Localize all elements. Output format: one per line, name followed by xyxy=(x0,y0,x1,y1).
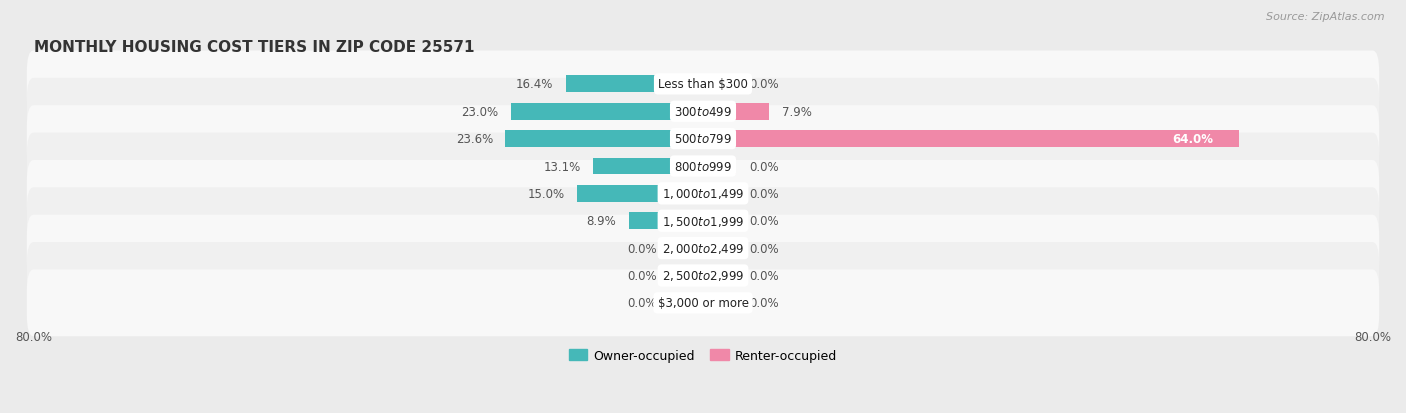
Text: 23.6%: 23.6% xyxy=(456,133,494,146)
FancyBboxPatch shape xyxy=(27,270,1379,337)
Bar xyxy=(703,131,1239,148)
Bar xyxy=(669,294,703,311)
Bar xyxy=(578,185,703,202)
Bar xyxy=(593,158,703,175)
Bar xyxy=(703,240,737,257)
Text: 7.9%: 7.9% xyxy=(782,105,811,119)
Text: MONTHLY HOUSING COST TIERS IN ZIP CODE 25571: MONTHLY HOUSING COST TIERS IN ZIP CODE 2… xyxy=(34,40,474,55)
Text: 23.0%: 23.0% xyxy=(461,105,498,119)
Bar xyxy=(628,213,703,230)
Bar xyxy=(703,158,737,175)
Bar xyxy=(703,267,737,284)
Text: 0.0%: 0.0% xyxy=(749,215,779,228)
FancyBboxPatch shape xyxy=(27,51,1379,118)
Text: 13.1%: 13.1% xyxy=(544,160,581,173)
Bar xyxy=(703,294,737,311)
Bar xyxy=(703,76,737,93)
Text: Less than $300: Less than $300 xyxy=(658,78,748,91)
Text: $300 to $499: $300 to $499 xyxy=(673,105,733,119)
Text: 0.0%: 0.0% xyxy=(749,242,779,255)
Text: 0.0%: 0.0% xyxy=(627,242,657,255)
FancyBboxPatch shape xyxy=(27,188,1379,254)
FancyBboxPatch shape xyxy=(27,133,1379,200)
Text: $800 to $999: $800 to $999 xyxy=(673,160,733,173)
Text: $500 to $799: $500 to $799 xyxy=(673,133,733,146)
Text: $2,000 to $2,499: $2,000 to $2,499 xyxy=(662,242,744,256)
Legend: Owner-occupied, Renter-occupied: Owner-occupied, Renter-occupied xyxy=(568,349,838,362)
Bar xyxy=(703,104,769,121)
FancyBboxPatch shape xyxy=(27,79,1379,145)
Bar xyxy=(565,76,703,93)
Bar xyxy=(510,104,703,121)
FancyBboxPatch shape xyxy=(27,161,1379,227)
FancyBboxPatch shape xyxy=(27,215,1379,282)
Text: 0.0%: 0.0% xyxy=(749,78,779,91)
FancyBboxPatch shape xyxy=(27,106,1379,173)
Text: $1,000 to $1,499: $1,000 to $1,499 xyxy=(662,187,744,201)
Text: 16.4%: 16.4% xyxy=(516,78,553,91)
Bar xyxy=(669,240,703,257)
Text: Source: ZipAtlas.com: Source: ZipAtlas.com xyxy=(1267,12,1385,22)
Text: 8.9%: 8.9% xyxy=(586,215,616,228)
Text: $3,000 or more: $3,000 or more xyxy=(658,297,748,310)
Bar xyxy=(703,213,737,230)
Text: 15.0%: 15.0% xyxy=(527,188,565,200)
Text: $1,500 to $1,999: $1,500 to $1,999 xyxy=(662,214,744,228)
FancyBboxPatch shape xyxy=(27,242,1379,309)
Text: $2,500 to $2,999: $2,500 to $2,999 xyxy=(662,269,744,283)
Text: 0.0%: 0.0% xyxy=(749,188,779,200)
Text: 0.0%: 0.0% xyxy=(627,297,657,310)
Text: 0.0%: 0.0% xyxy=(749,160,779,173)
Bar xyxy=(669,267,703,284)
Text: 0.0%: 0.0% xyxy=(749,297,779,310)
Bar xyxy=(703,185,737,202)
Text: 0.0%: 0.0% xyxy=(627,269,657,282)
Bar xyxy=(506,131,703,148)
Text: 64.0%: 64.0% xyxy=(1173,133,1213,146)
Text: 0.0%: 0.0% xyxy=(749,269,779,282)
